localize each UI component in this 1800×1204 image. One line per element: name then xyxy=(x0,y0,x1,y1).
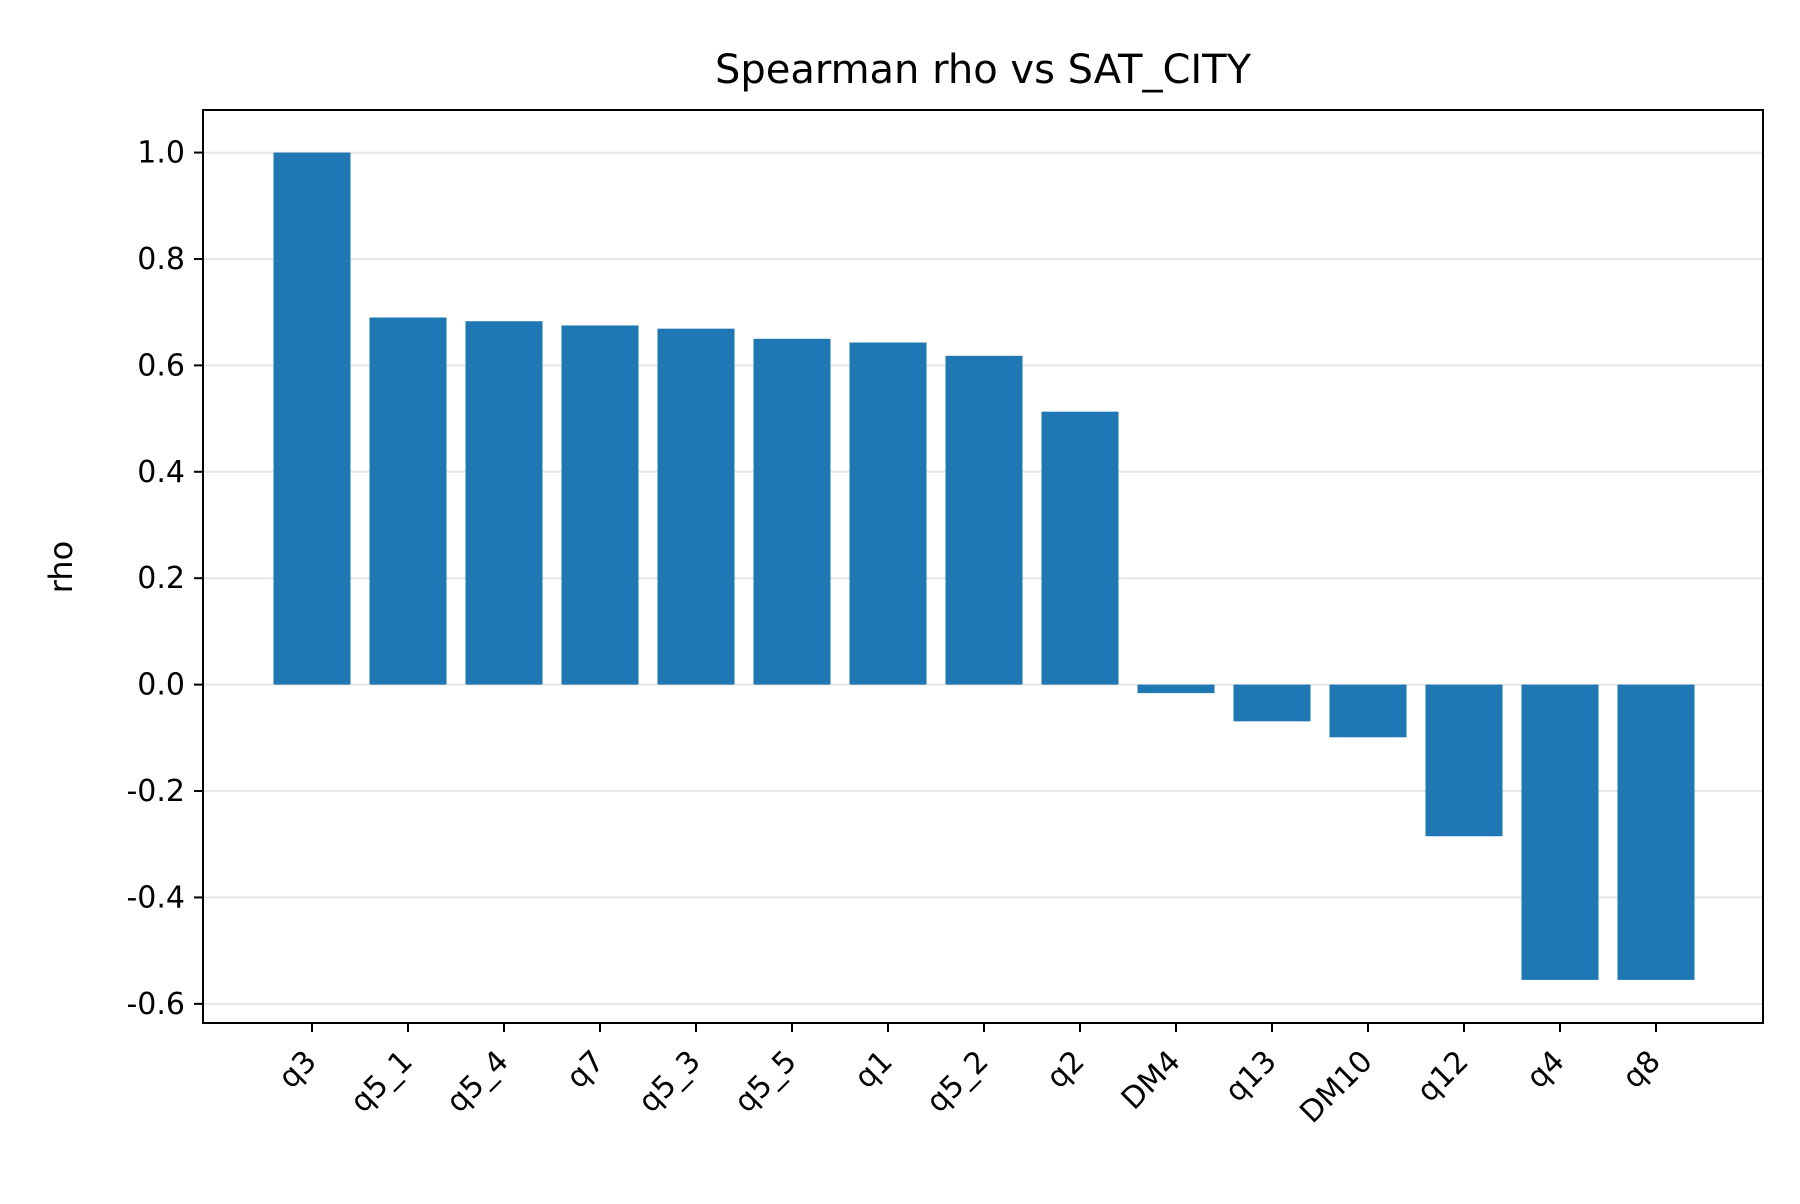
y-tick-label: -0.6 xyxy=(126,987,185,1022)
bar-q3 xyxy=(273,152,351,685)
y-axis-label: rho xyxy=(42,541,80,593)
y-axis-ticks: 1.0 0.8 0.6 0.4 0.2 0.0 -0.2 -0.4 -0.6 xyxy=(126,136,203,1022)
x-tick-label: q3 xyxy=(272,1044,324,1096)
y-tick-label: 0.6 xyxy=(137,348,185,383)
y-tick-label: 0.4 xyxy=(137,455,185,490)
bar-q5_1 xyxy=(369,317,447,685)
x-tick-label: q5_2 xyxy=(920,1044,996,1120)
bar-q13 xyxy=(1233,684,1311,722)
bar-q4 xyxy=(1521,684,1599,980)
x-axis-ticks: q3 q5_1 q5_4 q7 q5_3 q5_5 q1 q5_2 q2 DM4 q13 DM10 q1… xyxy=(272,1023,1668,1130)
x-tick-label: q5_5 xyxy=(728,1044,804,1120)
x-tick-label: q1 xyxy=(848,1044,900,1096)
x-tick-label: q4 xyxy=(1520,1044,1572,1096)
y-tick-label: 0.2 xyxy=(137,561,185,596)
y-tick-label: 1.0 xyxy=(137,136,185,171)
x-tick-label: DM4 xyxy=(1115,1044,1188,1117)
x-tick-label: q8 xyxy=(1616,1044,1668,1096)
bar-q5_2 xyxy=(945,355,1023,685)
bars xyxy=(273,152,1695,980)
x-tick-label: q2 xyxy=(1040,1044,1092,1096)
bar-q2 xyxy=(1041,411,1119,685)
y-tick-label: -0.2 xyxy=(126,774,185,809)
x-tick-label: q5_4 xyxy=(440,1044,516,1120)
bar-q12 xyxy=(1425,684,1503,837)
bar-q5_5 xyxy=(753,338,831,685)
x-tick-label: q12 xyxy=(1410,1044,1475,1109)
y-tick-label: -0.4 xyxy=(126,880,185,915)
bar-q5_4 xyxy=(465,321,543,685)
bar-q5_3 xyxy=(657,328,735,685)
bar-q8 xyxy=(1617,684,1695,980)
bar-DM4 xyxy=(1137,684,1215,694)
y-tick-label: 0.8 xyxy=(137,242,185,277)
x-tick-label: q7 xyxy=(560,1044,612,1096)
x-tick-label: q5_3 xyxy=(632,1044,708,1120)
x-tick-label: q13 xyxy=(1218,1044,1283,1109)
x-tick-label: DM10 xyxy=(1293,1044,1379,1130)
bar-q1 xyxy=(849,342,927,685)
bar-q7 xyxy=(561,325,639,685)
y-tick-label: 0.0 xyxy=(137,668,185,703)
chart-title: Spearman rho vs SAT_CITY xyxy=(715,47,1252,93)
bar-DM10 xyxy=(1329,684,1407,738)
x-tick-label: q5_1 xyxy=(344,1044,420,1120)
